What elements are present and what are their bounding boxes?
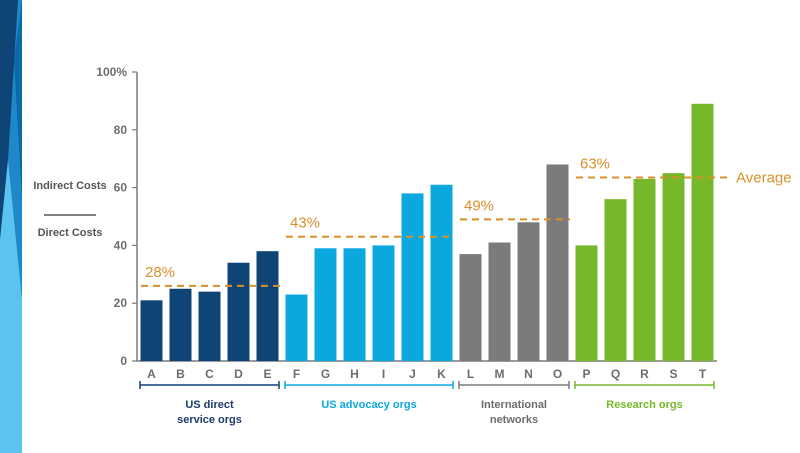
bar-c bbox=[198, 291, 221, 361]
y-ticks: 0 20 40 60 80 100% bbox=[96, 65, 137, 368]
y-tick-label: 60 bbox=[114, 181, 128, 195]
y-axis-label: Indirect Costs Direct Costs bbox=[33, 180, 106, 239]
x-tick-label: S bbox=[669, 367, 677, 381]
bar-j bbox=[401, 193, 424, 361]
group-label: service orgs bbox=[177, 414, 242, 426]
y-axis-label-denominator: Direct Costs bbox=[38, 227, 103, 239]
y-tick-label: 20 bbox=[114, 296, 128, 310]
x-tick-label: A bbox=[147, 367, 156, 381]
group-brackets: US direct service orgs US advocacy orgs Int… bbox=[139, 381, 715, 426]
x-tick-label: D bbox=[234, 367, 243, 381]
average-value-label: 63% bbox=[580, 155, 610, 172]
x-tick-label: Q bbox=[611, 367, 620, 381]
bar-h bbox=[343, 248, 366, 361]
x-tick-label: J bbox=[409, 367, 416, 381]
average-legend-label: Average bbox=[736, 169, 792, 186]
bar-n bbox=[517, 222, 540, 361]
bar-m bbox=[488, 242, 511, 361]
x-tick-label: K bbox=[437, 367, 446, 381]
bar-i bbox=[372, 245, 395, 361]
bar-b bbox=[169, 288, 192, 361]
bar-s bbox=[662, 173, 685, 361]
bar-o bbox=[546, 164, 569, 361]
group-label: International bbox=[481, 399, 547, 411]
x-tick-label: G bbox=[321, 367, 330, 381]
x-tick-label: I bbox=[382, 367, 385, 381]
y-tick-label: 100% bbox=[96, 65, 127, 79]
group-label: Research orgs bbox=[606, 399, 682, 411]
x-tick-label: O bbox=[553, 367, 562, 381]
bar-p bbox=[575, 245, 598, 361]
x-tick-label: M bbox=[495, 367, 505, 381]
y-tick-label: 0 bbox=[120, 354, 127, 368]
group-label: US direct bbox=[185, 399, 234, 411]
y-tick-label: 80 bbox=[114, 123, 128, 137]
bar-t bbox=[691, 103, 714, 361]
left-decoration-band bbox=[0, 0, 22, 453]
bar-g bbox=[314, 248, 337, 361]
axes bbox=[136, 72, 717, 362]
bar-a bbox=[140, 300, 163, 361]
bar-r bbox=[633, 178, 656, 361]
average-value-label: 28% bbox=[145, 264, 175, 281]
bar-k bbox=[430, 184, 453, 361]
x-tick-label: P bbox=[582, 367, 590, 381]
bars bbox=[140, 103, 714, 361]
group-label: US advocacy orgs bbox=[321, 399, 416, 411]
bar-e bbox=[256, 251, 279, 361]
bar-q bbox=[604, 199, 627, 361]
x-tick-label: N bbox=[524, 367, 533, 381]
average-value-label: 49% bbox=[464, 197, 494, 214]
average-lines: 28% 43% 49% 63% bbox=[141, 155, 727, 287]
y-tick-label: 40 bbox=[114, 238, 128, 252]
x-tick-label: L bbox=[467, 367, 474, 381]
average-value-label: 43% bbox=[290, 215, 320, 232]
bar-f bbox=[285, 294, 308, 361]
x-tick-label: C bbox=[205, 367, 214, 381]
x-tick-label: R bbox=[640, 367, 649, 381]
bar-d bbox=[227, 262, 250, 361]
x-tick-labels: A B C D E F G H I J K L M N O P Q R S T bbox=[147, 367, 707, 381]
x-tick-label: H bbox=[350, 367, 359, 381]
x-tick-label: F bbox=[293, 367, 300, 381]
bar-l bbox=[459, 254, 482, 361]
y-axis-label-numerator: Indirect Costs bbox=[33, 180, 106, 192]
x-tick-label: B bbox=[176, 367, 185, 381]
group-label: networks bbox=[490, 414, 538, 426]
x-tick-label: E bbox=[263, 367, 271, 381]
x-tick-label: T bbox=[699, 367, 707, 381]
